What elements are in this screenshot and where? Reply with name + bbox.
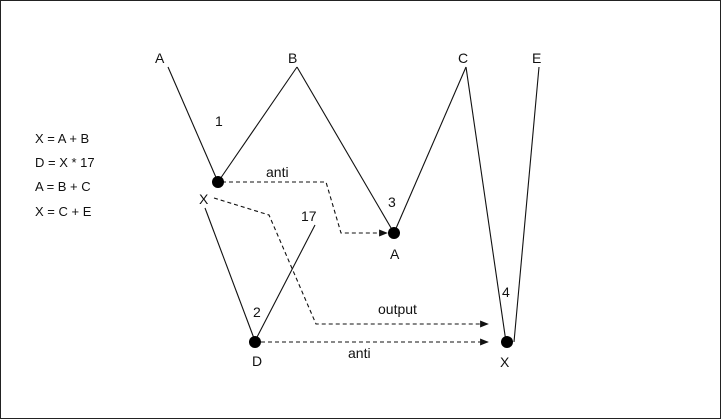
equation-list: X = A + B D = X * 17 A = B + C X = C + E: [35, 131, 95, 219]
node-2-label: D: [252, 353, 262, 369]
node-4-dot: [501, 336, 513, 348]
node-1-dot: [212, 176, 224, 188]
equation-1: X = A + B: [35, 131, 89, 146]
node-3-label: A: [390, 246, 400, 262]
input-17-label: 17: [301, 208, 317, 224]
dependency-output-node1-node4: [213, 197, 489, 328]
equation-2: D = X * 17: [35, 155, 95, 170]
dependency-label-anti-1: anti: [266, 164, 289, 180]
edge-node1-to-node2: [204, 207, 256, 342]
node-1-step: 1: [215, 113, 223, 129]
node-1-label: X: [199, 191, 209, 207]
dependency-edges: [213, 181, 489, 346]
node-2-step: 2: [253, 304, 261, 320]
edge-c-to-node4: [465, 66, 507, 343]
equation-4: X = C + E: [35, 204, 92, 219]
dependency-label-output: output: [378, 301, 417, 317]
dependency-anti-node1-node3: [222, 181, 388, 237]
equation-3: A = B + C: [35, 179, 91, 194]
input-b-label: B: [288, 50, 297, 66]
data-edges: [167, 66, 540, 343]
edge-a-to-node1: [167, 66, 219, 183]
edge-b-to-node1: [217, 66, 298, 183]
node-4-step: 4: [502, 284, 510, 300]
node-2-dot: [249, 336, 261, 348]
edge-b-to-node3: [296, 66, 395, 234]
node-3-step: 3: [388, 194, 396, 210]
edge-e-to-node4: [513, 66, 540, 343]
edge-17-to-node2: [254, 224, 316, 342]
operation-nodes: [212, 176, 513, 348]
input-e-label: E: [532, 50, 541, 66]
edge-c-to-node3: [393, 66, 467, 234]
input-c-label: C: [458, 50, 468, 66]
node-3-dot: [388, 227, 400, 239]
input-a-label: A: [155, 50, 165, 66]
dependency-label-anti-2: anti: [348, 345, 371, 361]
node-4-label: X: [500, 354, 510, 370]
